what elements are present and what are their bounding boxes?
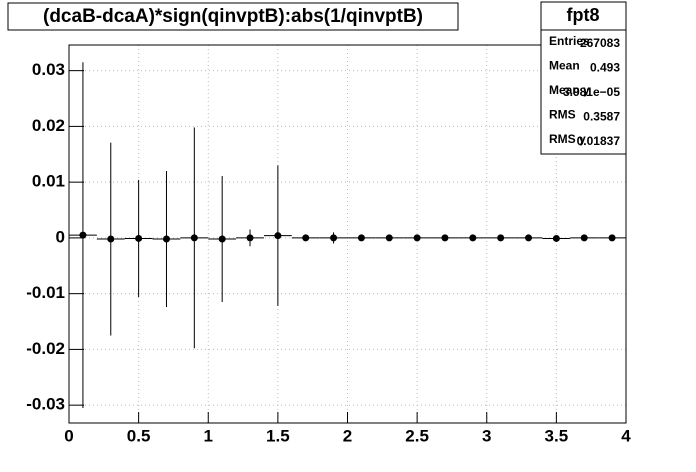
y-tick-label: 0.02 <box>32 116 65 135</box>
point <box>274 232 282 240</box>
stats-label: RMS <box>549 108 576 122</box>
point <box>469 234 477 242</box>
stats-title: fpt8 <box>567 5 600 25</box>
y-tick-label: 0 <box>56 227 65 246</box>
stats-label: Entries <box>549 34 590 48</box>
x-tick-label: 3 <box>482 426 491 445</box>
point <box>525 234 533 242</box>
stats-value: 0.493 <box>590 61 620 75</box>
point <box>580 234 588 242</box>
y-tick-label: -0.01 <box>26 283 65 302</box>
x-tick-label: 1 <box>204 426 213 445</box>
point <box>190 234 198 242</box>
x-tick-label: 0 <box>64 426 73 445</box>
point <box>246 234 254 242</box>
y-tick-label: -0.03 <box>26 395 65 414</box>
point <box>441 234 449 242</box>
y-tick-label: 0.03 <box>32 60 65 79</box>
stats-value: 0.3587 <box>583 110 620 124</box>
marks <box>69 62 626 408</box>
y-tick-label: 0.01 <box>32 172 65 191</box>
x-tick-label: 0.5 <box>127 426 151 445</box>
point <box>135 234 143 242</box>
point <box>79 231 87 239</box>
title-box <box>7 2 459 31</box>
point <box>330 234 338 242</box>
x-tick-label: 4 <box>621 426 631 445</box>
stats-value: 0.01837 <box>577 134 621 148</box>
stats-label: Mean <box>549 59 580 73</box>
y-tick-label: -0.02 <box>26 339 65 358</box>
x-tick-label: 1.5 <box>266 426 290 445</box>
point <box>413 234 421 242</box>
stats-value: 267083 <box>580 36 620 50</box>
point <box>302 234 310 242</box>
stats-label: RMS y <box>549 132 586 146</box>
x-tick-label: 3.5 <box>545 426 569 445</box>
point <box>552 234 560 242</box>
point <box>107 235 115 243</box>
stats-label: Mean y <box>549 83 590 97</box>
axes: 0 0.5 1 1.5 2 2.5 3 3.5 4 -0.03 -0.02 -0.01 0 0.01 0.0… <box>26 60 631 445</box>
x-tick-label: 2 <box>343 426 352 445</box>
point <box>357 234 365 242</box>
point <box>162 235 170 243</box>
chart-title: (dcaB-dcaA)*sign(qinvptB):abs(1/qinvptB) <box>43 6 423 27</box>
point <box>608 234 616 242</box>
point <box>218 235 226 243</box>
stats-value: 3.981e−05 <box>563 85 620 99</box>
x-tick-label: 2.5 <box>405 426 429 445</box>
point <box>385 234 393 242</box>
stats-frame <box>540 1 627 155</box>
point <box>497 234 505 242</box>
